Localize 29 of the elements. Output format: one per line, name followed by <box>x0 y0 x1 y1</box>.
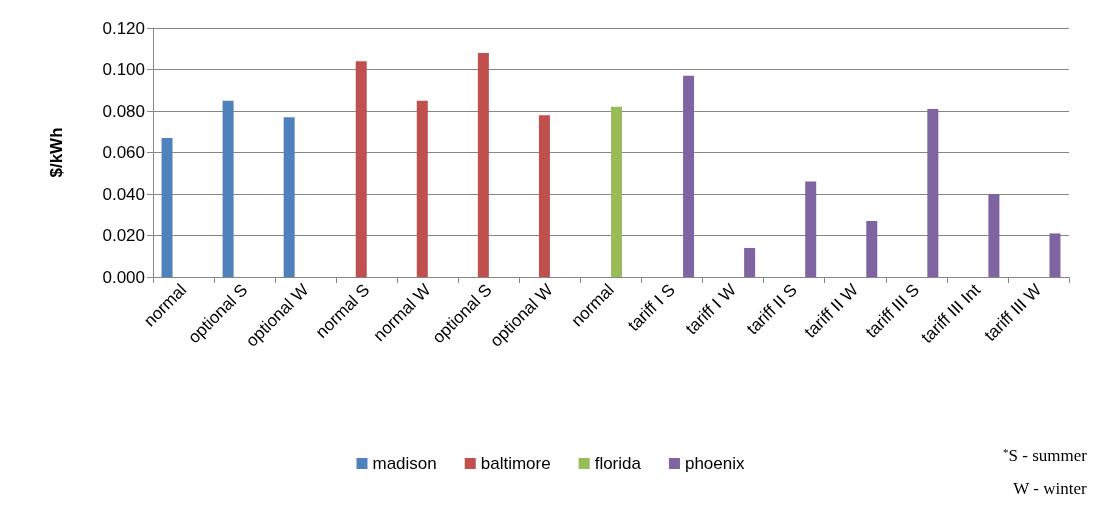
bar <box>416 100 428 277</box>
y-tick-label: 0.000 <box>102 267 145 287</box>
bar <box>611 106 622 277</box>
y-tick-label: 0.100 <box>102 60 145 79</box>
y-tick-label: 0.060 <box>102 143 145 162</box>
bar <box>222 100 234 277</box>
y-tick-label: 0.120 <box>102 18 145 38</box>
bar <box>355 61 367 277</box>
y-tick-label: 0.040 <box>102 184 145 204</box>
bar <box>1049 233 1061 277</box>
text: W - winter <box>1013 479 1088 498</box>
bar <box>283 117 295 277</box>
y-tick-label: 0.080 <box>102 101 145 121</box>
bar <box>927 108 939 277</box>
legend-label: madison <box>372 454 437 473</box>
legend-label: florida <box>594 454 642 473</box>
legend-label: phoenix <box>684 454 746 473</box>
bar <box>538 115 550 277</box>
text: *S - summer <box>1003 445 1088 465</box>
bar <box>744 247 756 277</box>
bar <box>988 194 1000 277</box>
legend-label: baltimore <box>480 454 551 473</box>
y-tick-label: 0.020 <box>102 226 145 245</box>
y-axis-title: $/kWh <box>47 127 66 178</box>
bar <box>805 181 817 277</box>
bar <box>161 137 173 277</box>
bar <box>866 220 878 277</box>
bar <box>683 75 695 277</box>
bar <box>477 52 489 277</box>
